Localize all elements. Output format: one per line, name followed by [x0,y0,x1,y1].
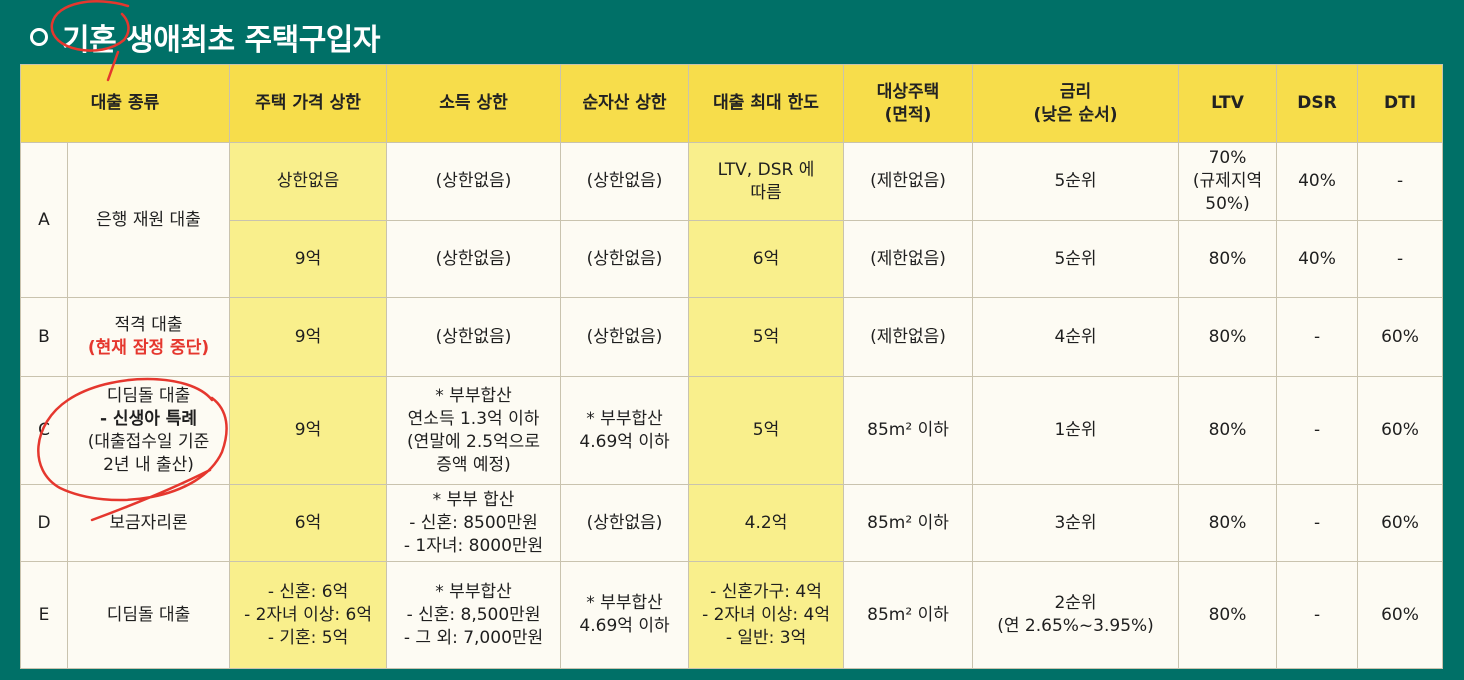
cell-ltv: 70% (규제지역 50%) [1178,142,1278,221]
header-price-cap: 주택 가격 상한 [229,64,388,143]
cell-income: * 부부합산 - 신혼: 8,500만원 - 그 외: 7,000만원 [386,561,562,669]
loan-comparison-table: 대출 종류 주택 가격 상한 소득 상한 순자산 상한 대출 최대 한도 대상주… [19,64,1444,669]
cell-rate: 5순위 [972,220,1180,298]
row-code-a: A [20,142,68,298]
page-title: 기혼 생애최초 주택구입자 [30,14,381,60]
cell-price: 9억 [229,220,388,298]
cell-income: * 부부 합산 - 신혼: 8500만원 - 1자녀: 8000만원 [386,484,562,562]
circle-bullet-icon [30,28,48,46]
cell-dti: - [1357,220,1444,298]
cell-dsr: - [1276,376,1359,485]
cell-price: 9억 [229,376,388,485]
cell-dsr: 40% [1276,220,1359,298]
cell-dsr: 40% [1276,142,1359,221]
cell-target-house: (제한없음) [843,297,974,377]
cell-rate: 4순위 [972,297,1180,377]
cell-ltv: 80% [1178,484,1278,562]
cell-asset: * 부부합산 4.69억 이하 [560,376,690,485]
header-row: 대출 종류 주택 가격 상한 소득 상한 순자산 상한 대출 최대 한도 대상주… [19,64,1444,143]
suspended-note: (현재 잠정 중단) [87,338,210,358]
table-row: 9억 (상한없음) (상한없음) 6억 (제한없음) 5순위 80% 40% - [21,220,1444,298]
cell-rate: 5순위 [972,142,1180,221]
cell-dsr: - [1276,484,1359,562]
cell-target-house: (제한없음) [843,142,974,221]
header-asset-cap: 순자산 상한 [560,64,690,143]
header-rate: 금리 (낮은 순서) [972,64,1180,143]
cell-income: * 부부합산 연소득 1.3억 이하 (연말에 2.5억으로 증액 예정) [386,376,562,485]
cell-dsr: - [1276,297,1359,377]
page-title-text: 기혼 생애최초 주택구입자 [62,23,381,58]
cell-income: (상한없음) [386,142,562,221]
cell-rate: 3순위 [972,484,1180,562]
table-row: C 디딤돌 대출 - 신생아 특례 (대출접수일 기준 2년 내 출산) 9억 … [20,376,1444,485]
cell-ltv: 80% [1178,561,1278,669]
row-code-c: C [20,376,68,485]
table-row: E 디딤돌 대출 - 신혼: 6억 - 2자녀 이상: 6억 - 기혼: 5억 * … [20,561,1444,669]
row-name-e: 디딤돌 대출 [66,561,231,669]
cell-income: (상한없음) [386,297,562,377]
cell-target-house: 85m² 이하 [843,484,974,562]
cell-price: - 신혼: 6억 - 2자녀 이상: 6억 - 기혼: 5억 [229,561,388,669]
cell-income: (상한없음) [386,220,562,298]
header-loan-type: 대출 종류 [19,64,231,143]
header-target-house: 대상주택 (면적) [843,64,974,143]
cell-price: 상한없음 [229,142,388,221]
cell-rate: 2순위 (연 2.65%~3.95%) [972,561,1180,669]
header-max-loan: 대출 최대 한도 [688,64,845,143]
cell-dti: - [1357,142,1444,221]
cell-max-loan: 5억 [688,376,845,485]
cell-max-loan: 4.2억 [688,484,845,562]
row-name-b: 적격 대출 (현재 잠정 중단) [66,297,231,377]
row-name-d: 보금자리론 [66,484,231,562]
cell-target-house: 85m² 이하 [843,561,974,669]
cell-asset: * 부부합산 4.69억 이하 [560,561,690,669]
header-income-cap: 소득 상한 [386,64,562,143]
cell-dti: 60% [1357,484,1444,562]
row-code-d: D [20,484,68,562]
cell-max-loan: - 신혼가구: 4억 - 2자녀 이상: 4억 - 일반: 3억 [688,561,845,669]
cell-price: 9억 [229,297,388,377]
row-name-a: 은행 재원 대출 [66,142,231,298]
cell-asset: (상한없음) [560,484,690,562]
cell-price: 6억 [229,484,388,562]
cell-ltv: 80% [1178,220,1278,298]
cell-target-house: 85m² 이하 [843,376,974,485]
cell-dti: 60% [1357,561,1444,669]
cell-max-loan: LTV, DSR 에 따름 [688,142,845,221]
table-row: B 적격 대출 (현재 잠정 중단) 9억 (상한없음) (상한없음) 5억 (… [20,297,1444,377]
cell-dti: 60% [1357,297,1444,377]
cell-dti: 60% [1357,376,1444,485]
cell-rate: 1순위 [972,376,1180,485]
cell-ltv: 80% [1178,297,1278,377]
cell-max-loan: 5억 [688,297,845,377]
cell-target-house: (제한없음) [843,220,974,298]
header-dsr: DSR [1276,64,1359,143]
cell-asset: (상한없음) [560,297,690,377]
cell-asset: (상한없음) [560,142,690,221]
cell-asset: (상한없음) [560,220,690,298]
row-code-b: B [20,297,68,377]
row-name-c: 디딤돌 대출 - 신생아 특례 (대출접수일 기준 2년 내 출산) [66,376,231,485]
table-row: D 보금자리론 6억 * 부부 합산 - 신혼: 8500만원 - 1자녀: 800… [20,484,1444,562]
header-dti: DTI [1357,64,1444,143]
cell-max-loan: 6억 [688,220,845,298]
table-row: A 은행 재원 대출 상한없음 (상한없음) (상한없음) LTV, DSR 에… [20,142,1444,298]
cell-dsr: - [1276,561,1359,669]
row-code-e: E [20,561,68,669]
loan-comparison-board: 대출 종류 주택 가격 상한 소득 상한 순자산 상한 대출 최대 한도 대상주… [19,64,1444,669]
cell-ltv: 80% [1178,376,1278,485]
header-ltv: LTV [1178,64,1278,143]
